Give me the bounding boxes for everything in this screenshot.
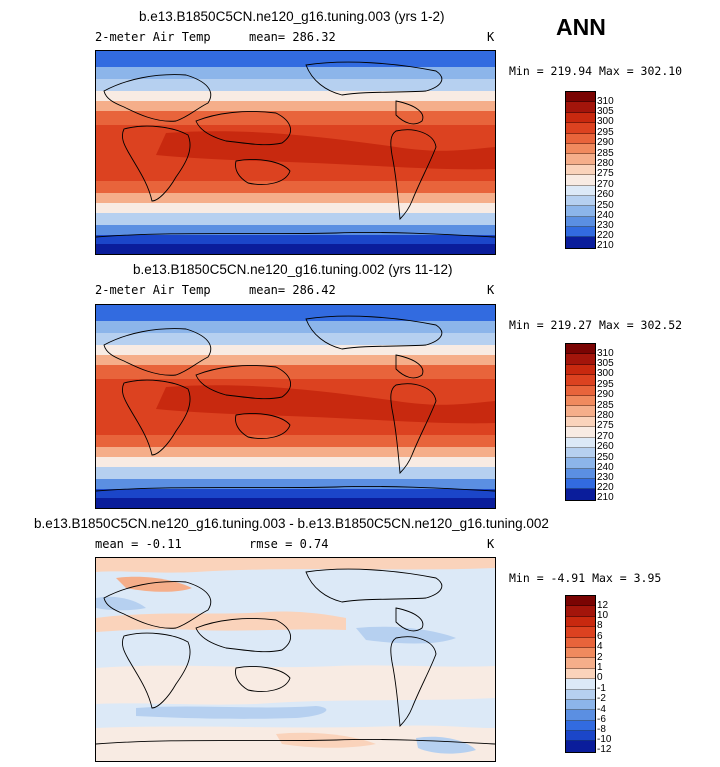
panel2-cbar-label: 300 — [597, 368, 614, 379]
panel3-cbar-label: -6 — [597, 714, 606, 725]
panel3-cbar-label: 0 — [597, 672, 603, 683]
panel2-cbar-label: 240 — [597, 462, 614, 473]
panel1-minmax: Min = 219.94 Max = 302.10 — [509, 64, 683, 78]
panel1-colorbar — [565, 91, 596, 249]
panel2-cbar-label: 280 — [597, 410, 614, 421]
panel3-units: K — [487, 537, 495, 551]
panel3-cbar-label: 4 — [597, 641, 603, 652]
panel2-cbar-label: 260 — [597, 441, 614, 452]
panel2-title: b.e13.B1850C5CN.ne120_g16.tuning.002 (yr… — [133, 262, 453, 277]
panel2-cbar-label: 210 — [597, 492, 614, 503]
panel2-cbar-label: 285 — [597, 400, 614, 411]
panel3-cbar-label: 12 — [597, 600, 609, 611]
panel1-cbar-label: 300 — [597, 116, 614, 127]
panel1-map — [95, 50, 496, 255]
panel1-cbar-label: 280 — [597, 158, 614, 169]
panel3-cbar-label: -1 — [597, 683, 606, 694]
panel2-variable: 2-meter Air Temp — [95, 283, 211, 297]
panel2-cbar-label: 290 — [597, 389, 614, 400]
panel1-title: b.e13.B1850C5CN.ne120_g16.tuning.003 (yr… — [139, 9, 445, 24]
panel3-cbar-label: -12 — [597, 744, 612, 755]
panel2-colorbar — [565, 343, 596, 501]
panel1-cbar-label: 305 — [597, 106, 614, 117]
panel1-cbar-label: 250 — [597, 200, 614, 211]
panel1-cbar-label: 285 — [597, 148, 614, 159]
panel1-cbar-label: 275 — [597, 168, 614, 179]
panel2-cbar-label: 295 — [597, 379, 614, 390]
panel3-mean: mean = -0.11 — [95, 537, 182, 551]
panel2-mean: mean= 286.42 — [249, 283, 336, 297]
panel2-map-svg — [96, 305, 495, 508]
panel3-cbar-label: -10 — [597, 734, 612, 745]
panel2-minmax: Min = 219.27 Max = 302.52 — [509, 318, 683, 332]
panel2-cbar-label: 275 — [597, 420, 614, 431]
panel3-title: b.e13.B1850C5CN.ne120_g16.tuning.003 - b… — [34, 516, 549, 531]
panel3-cbar-label: -2 — [597, 693, 606, 704]
panel3-cbar-label: 10 — [597, 610, 609, 621]
panel1-cbar-label: 290 — [597, 137, 614, 148]
panel1-cbar-label: 230 — [597, 220, 614, 231]
panel2-cbar-label: 230 — [597, 472, 614, 483]
panel3-cbar-label: -8 — [597, 724, 606, 735]
panel2-cbar-label: 270 — [597, 431, 614, 442]
panel1-units: K — [487, 30, 495, 44]
panel1-mean: mean= 286.32 — [249, 30, 336, 44]
panel3-cbar-label: -4 — [597, 704, 606, 715]
panel1-cbar-label: 270 — [597, 179, 614, 190]
panel2-units: K — [487, 283, 495, 297]
panel1-variable: 2-meter Air Temp — [95, 30, 211, 44]
panel1-cbar-label: 260 — [597, 189, 614, 200]
season-label: ANN — [556, 14, 606, 40]
panel3-cbar-label: 1 — [597, 662, 603, 673]
panel3-cbar-label: 2 — [597, 652, 603, 663]
panel3-colorbar — [565, 595, 596, 753]
panel3-map — [95, 557, 496, 762]
panel3-map-svg — [96, 558, 495, 761]
panel1-cbar-label: 220 — [597, 230, 614, 241]
panel2-cbar-label: 305 — [597, 358, 614, 369]
panel1-cbar-label: 210 — [597, 240, 614, 251]
panel3-cbar-label: 6 — [597, 631, 603, 642]
panel2-cbar-label: 220 — [597, 482, 614, 493]
panel3-cbar-label: 8 — [597, 620, 603, 631]
panel3-rmse: rmse = 0.74 — [249, 537, 329, 551]
panel1-cbar-label: 240 — [597, 210, 614, 221]
panel1-cbar-label: 310 — [597, 96, 614, 107]
panel3-minmax: Min = -4.91 Max = 3.95 — [509, 571, 662, 585]
panel2-map — [95, 304, 496, 509]
panel1-cbar-label: 295 — [597, 127, 614, 138]
panel2-cbar-label: 310 — [597, 348, 614, 359]
panel1-map-svg — [96, 51, 495, 254]
panel2-cbar-label: 250 — [597, 452, 614, 463]
